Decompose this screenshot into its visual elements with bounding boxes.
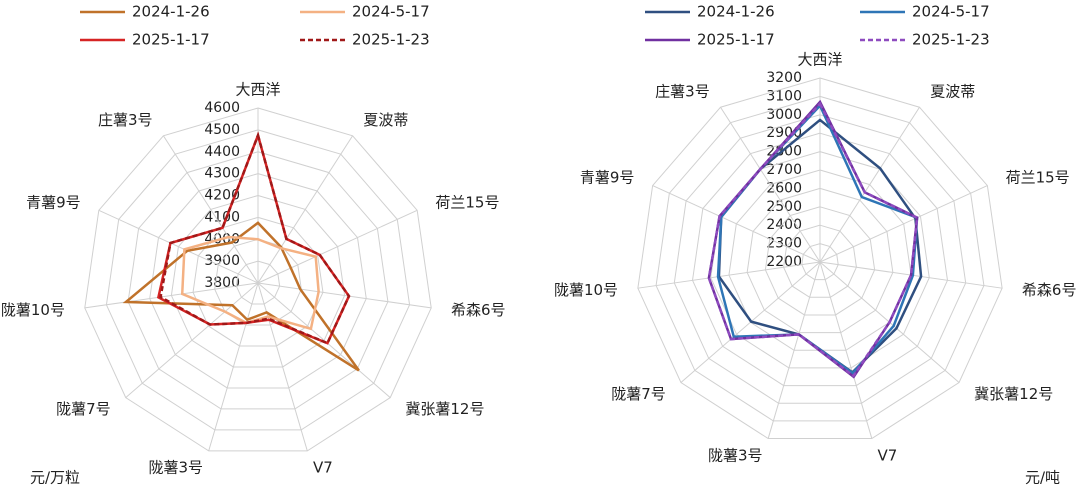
spoke [257,135,354,284]
r-tick-label: 2400 [766,217,802,233]
category-label: 陇薯3号 [708,446,763,464]
grid-ring [84,107,432,452]
spoke [257,282,391,398]
r-tick-label: 4400 [204,144,240,160]
grid-ring [783,224,857,298]
r-tick-label: 2600 [766,180,802,196]
r-tick-label: 4300 [204,166,240,182]
grid-ring [764,206,876,316]
category-label: 冀张薯12号 [405,400,484,418]
spoke [819,185,988,263]
category-label: 青薯9号 [580,169,635,187]
legend-label: 2024-1-26 [697,3,775,21]
spoke [257,282,432,309]
r-tick-label: 2300 [766,236,802,252]
category-label: 荷兰15号 [435,193,499,211]
category-label: 夏波蒂 [363,111,408,129]
unit-label: 元/万粒 [30,469,80,487]
grid-ring [214,238,302,326]
r-tick-label: 4500 [204,122,240,138]
category-label: 陇薯10号 [554,281,618,299]
category-label: 陇薯10号 [1,301,65,319]
grid-ring [746,187,894,334]
r-tick-label: 4200 [204,188,240,204]
unit-label: 元/吨 [1025,469,1060,487]
r-tick-label: 3200 [766,70,802,86]
r-tick-label: 2900 [766,125,802,141]
category-label: 荷兰15号 [1006,169,1070,187]
category-label: 陇薯7号 [611,385,666,403]
category-label: V7 [877,446,897,464]
category-label: 希森6号 [451,301,506,319]
series-line [122,221,360,372]
category-label: V7 [313,459,333,477]
spoke [125,282,259,398]
series-line [159,131,351,345]
category-label: 陇薯7号 [56,400,111,418]
r-tick-label: 3100 [766,88,802,104]
spoke [637,261,821,289]
legend-label: 2025-1-17 [697,31,775,49]
grid-ring [691,132,949,387]
legend-label: 2025-1-17 [132,31,210,49]
category-label: 希森6号 [1022,281,1077,299]
spoke [819,261,873,439]
spoke [162,135,259,284]
grid-ring [673,114,967,404]
category-label: 大西洋 [235,81,280,99]
legend-label: 2025-1-23 [352,31,430,49]
legend-label: 2024-5-17 [912,3,990,21]
spoke [257,282,308,452]
r-tick-label: 3900 [204,253,240,269]
grid-ring [655,95,985,422]
spoke [208,282,259,452]
category-label: 陇薯3号 [149,459,204,477]
spoke [98,209,259,284]
spoke [767,261,821,439]
category-label: 庄薯3号 [98,111,153,129]
grid-ring [637,77,1003,440]
r-tick-label: 4600 [204,100,240,116]
grid-ring [127,151,389,410]
grid-ring [235,260,281,305]
legend-label: 2024-5-17 [352,3,430,21]
category-label: 大西洋 [797,51,842,69]
r-tick-label: 2700 [766,162,802,178]
r-tick-label: 3000 [766,107,802,123]
r-tick-label: 4100 [204,209,240,225]
category-label: 夏波蒂 [930,83,975,101]
spoke [257,209,418,284]
grid-ring [170,194,346,368]
series-line [707,101,919,378]
spoke [720,106,821,263]
category-label: 冀张薯12号 [974,385,1053,403]
grid-ring [801,243,839,281]
spoke [819,106,920,263]
spoke [84,282,259,309]
category-label: 青薯9号 [26,193,81,211]
legend-label: 2024-1-26 [132,3,210,21]
category-label: 庄薯3号 [655,83,710,101]
grid-ring [149,173,367,389]
grid-ring [105,129,411,431]
spoke [652,185,821,263]
legend-label: 2025-1-23 [912,31,990,49]
